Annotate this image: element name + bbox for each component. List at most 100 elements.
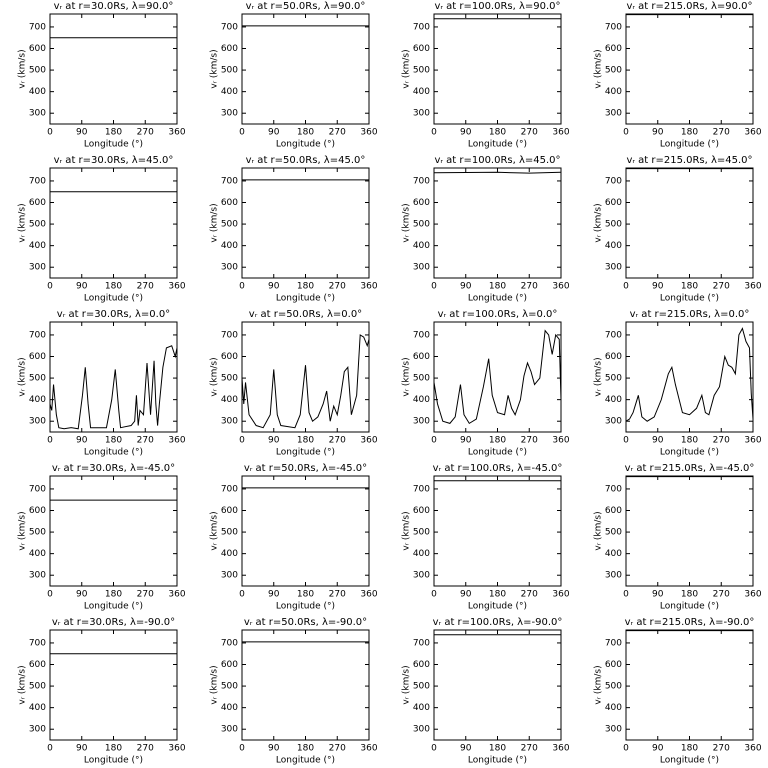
panel-title: vᵣ at r=30.0Rs, λ=90.0°	[54, 1, 174, 12]
x-tick-label: 270	[329, 744, 346, 754]
y-tick-label: 500	[29, 374, 46, 384]
x-tick-label: 360	[360, 590, 377, 600]
y-tick-label: 300	[413, 109, 430, 119]
y-tick-label: 500	[29, 66, 46, 76]
y-tick-label: 300	[29, 263, 46, 273]
y-tick-label: 700	[413, 22, 430, 32]
y-tick-label: 600	[605, 660, 622, 670]
x-tick-label: 180	[489, 590, 506, 600]
plot-frame	[433, 629, 562, 741]
y-axis-label: vᵣ (km/s)	[594, 203, 604, 242]
x-axis-label: Longitude (°)	[276, 448, 335, 458]
x-tick-label: 90	[76, 436, 88, 446]
x-tick-label: 360	[552, 744, 569, 754]
x-tick-label: 180	[297, 744, 314, 754]
y-tick-label: 400	[29, 395, 46, 405]
y-tick-label: 300	[605, 725, 622, 735]
x-tick-label: 90	[460, 282, 472, 292]
x-tick-label: 360	[360, 128, 377, 138]
x-tick-label: 360	[744, 436, 761, 446]
x-tick-label: 360	[360, 436, 377, 446]
y-tick-label: 600	[605, 506, 622, 516]
y-axis-label: vᵣ (km/s)	[210, 511, 220, 550]
panel: vᵣ at r=100.0Rs, λ=90.0° Longitude (°) vᵣ …	[402, 1, 570, 150]
panel-title: vᵣ at r=100.0Rs, λ=90.0°	[434, 1, 560, 12]
x-tick-label: 90	[652, 128, 664, 138]
x-tick-label: 90	[652, 282, 664, 292]
x-tick-label: 90	[76, 128, 88, 138]
y-tick-label: 400	[605, 241, 622, 251]
y-tick-label: 500	[413, 682, 430, 692]
panel-title: vᵣ at r=215.0Rs, λ=45.0°	[626, 155, 752, 166]
y-tick-label: 400	[605, 395, 622, 405]
x-tick-label: 360	[552, 282, 569, 292]
x-tick-label: 90	[460, 590, 472, 600]
y-axis-label: vᵣ (km/s)	[18, 49, 28, 88]
plot-frame	[625, 629, 754, 741]
x-tick-label: 360	[744, 282, 761, 292]
y-tick-label: 600	[221, 198, 238, 208]
panel-title: vᵣ at r=50.0Rs, λ=0.0°	[249, 309, 362, 320]
y-axis-label: vᵣ (km/s)	[402, 49, 412, 88]
y-tick-label: 700	[29, 22, 46, 32]
y-axis-label: vᵣ (km/s)	[402, 357, 412, 396]
y-tick-label: 500	[605, 66, 622, 76]
x-tick-label: 0	[239, 590, 245, 600]
x-tick-label: 0	[431, 282, 437, 292]
x-tick-label: 180	[297, 436, 314, 446]
y-tick-label: 700	[605, 330, 622, 340]
x-tick-label: 360	[552, 590, 569, 600]
y-tick-label: 600	[413, 506, 430, 516]
x-axis-label: Longitude (°)	[468, 140, 527, 150]
x-tick-label: 180	[297, 590, 314, 600]
data-line	[433, 329, 562, 425]
panel: vᵣ at r=100.0Rs, λ=-90.0° Longitude (°) vᵣ…	[402, 617, 570, 766]
y-tick-label: 400	[605, 87, 622, 97]
x-tick-label: 180	[297, 282, 314, 292]
y-tick-label: 300	[221, 725, 238, 735]
panel-title: vᵣ at r=50.0Rs, λ=90.0°	[246, 1, 366, 12]
x-tick-label: 0	[239, 282, 245, 292]
plot-frame	[49, 475, 178, 587]
panel: vᵣ at r=30.0Rs, λ=-45.0° Longitude (°) vᵣ …	[18, 463, 186, 612]
x-tick-label: 360	[360, 744, 377, 754]
x-tick-label: 180	[105, 282, 122, 292]
x-tick-label: 0	[47, 436, 53, 446]
plot-frame	[241, 629, 370, 741]
x-tick-label: 270	[713, 128, 730, 138]
y-tick-label: 700	[221, 22, 238, 32]
x-axis-label: Longitude (°)	[84, 756, 143, 766]
y-tick-label: 600	[221, 352, 238, 362]
x-tick-label: 0	[431, 590, 437, 600]
x-tick-label: 90	[268, 590, 280, 600]
y-tick-label: 400	[29, 549, 46, 559]
y-axis-label: vᵣ (km/s)	[210, 203, 220, 242]
y-tick-label: 300	[221, 109, 238, 119]
data-line	[433, 171, 562, 174]
y-tick-label: 500	[29, 220, 46, 230]
panel: vᵣ at r=50.0Rs, λ=-90.0° Longitude (°) vᵣ …	[210, 617, 378, 766]
x-tick-label: 270	[329, 128, 346, 138]
y-tick-label: 500	[29, 528, 46, 538]
y-tick-label: 700	[221, 484, 238, 494]
panel: vᵣ at r=30.0Rs, λ=45.0° Longitude (°) vᵣ (…	[18, 155, 186, 304]
y-axis-label: vᵣ (km/s)	[18, 665, 28, 704]
panel-title: vᵣ at r=100.0Rs, λ=0.0°	[438, 309, 558, 320]
y-tick-label: 400	[29, 703, 46, 713]
panel-title: vᵣ at r=100.0Rs, λ=-90.0°	[433, 617, 563, 628]
x-axis-label: Longitude (°)	[84, 448, 143, 458]
panel: vᵣ at r=30.0Rs, λ=0.0° Longitude (°) vᵣ (k…	[18, 309, 186, 458]
x-tick-label: 360	[552, 436, 569, 446]
plot-frame	[625, 475, 754, 587]
data-line	[625, 327, 754, 422]
x-axis-label: Longitude (°)	[468, 756, 527, 766]
panel-title: vᵣ at r=30.0Rs, λ=-90.0°	[52, 617, 175, 628]
x-tick-label: 0	[623, 744, 629, 754]
x-tick-label: 360	[168, 436, 185, 446]
panel: vᵣ at r=215.0Rs, λ=-45.0° Longitude (°) vᵣ…	[594, 463, 762, 612]
panel: vᵣ at r=100.0Rs, λ=45.0° Longitude (°) vᵣ …	[402, 155, 570, 304]
x-tick-label: 90	[652, 590, 664, 600]
panel-title: vᵣ at r=215.0Rs, λ=90.0°	[626, 1, 752, 12]
y-tick-label: 500	[221, 528, 238, 538]
y-tick-label: 700	[605, 484, 622, 494]
